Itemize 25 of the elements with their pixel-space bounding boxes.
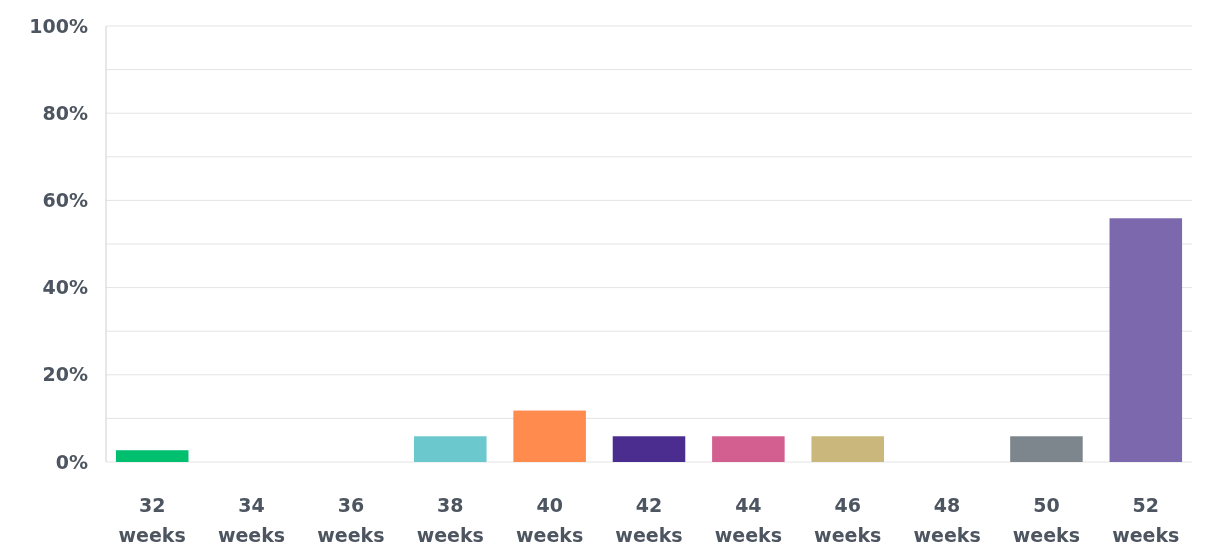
x-tick-label: 44 weeks — [714, 494, 782, 546]
x-tick-label: 40 weeks — [516, 494, 584, 546]
y-tick-label: 60% — [42, 189, 88, 212]
bar — [115, 450, 189, 462]
bar — [712, 436, 785, 462]
x-tick-label: 38 weeks — [416, 494, 484, 546]
x-tick-label: 46 weeks — [814, 494, 882, 546]
bar — [513, 410, 586, 462]
y-tick-label: 0% — [55, 450, 88, 473]
bar — [1109, 218, 1183, 462]
x-tick-label: 36 weeks — [317, 494, 385, 546]
y-tick-label: 80% — [42, 101, 88, 124]
y-tick-label: 20% — [42, 363, 88, 386]
bar — [1010, 436, 1083, 462]
x-tick-label: 48 weeks — [913, 494, 981, 546]
y-tick-label: 100% — [29, 14, 88, 37]
y-tick-label: 40% — [42, 276, 88, 299]
x-tick-label: 52 weeks — [1112, 494, 1180, 546]
x-tick-label: 34 weeks — [217, 494, 286, 546]
x-tick-label: 50 weeks — [1012, 494, 1081, 546]
x-tick-label: 42 weeks — [615, 494, 683, 546]
x-tick-label: 32 weeks — [118, 494, 186, 546]
bar — [612, 436, 686, 462]
bar — [414, 436, 487, 462]
bar — [811, 436, 884, 462]
